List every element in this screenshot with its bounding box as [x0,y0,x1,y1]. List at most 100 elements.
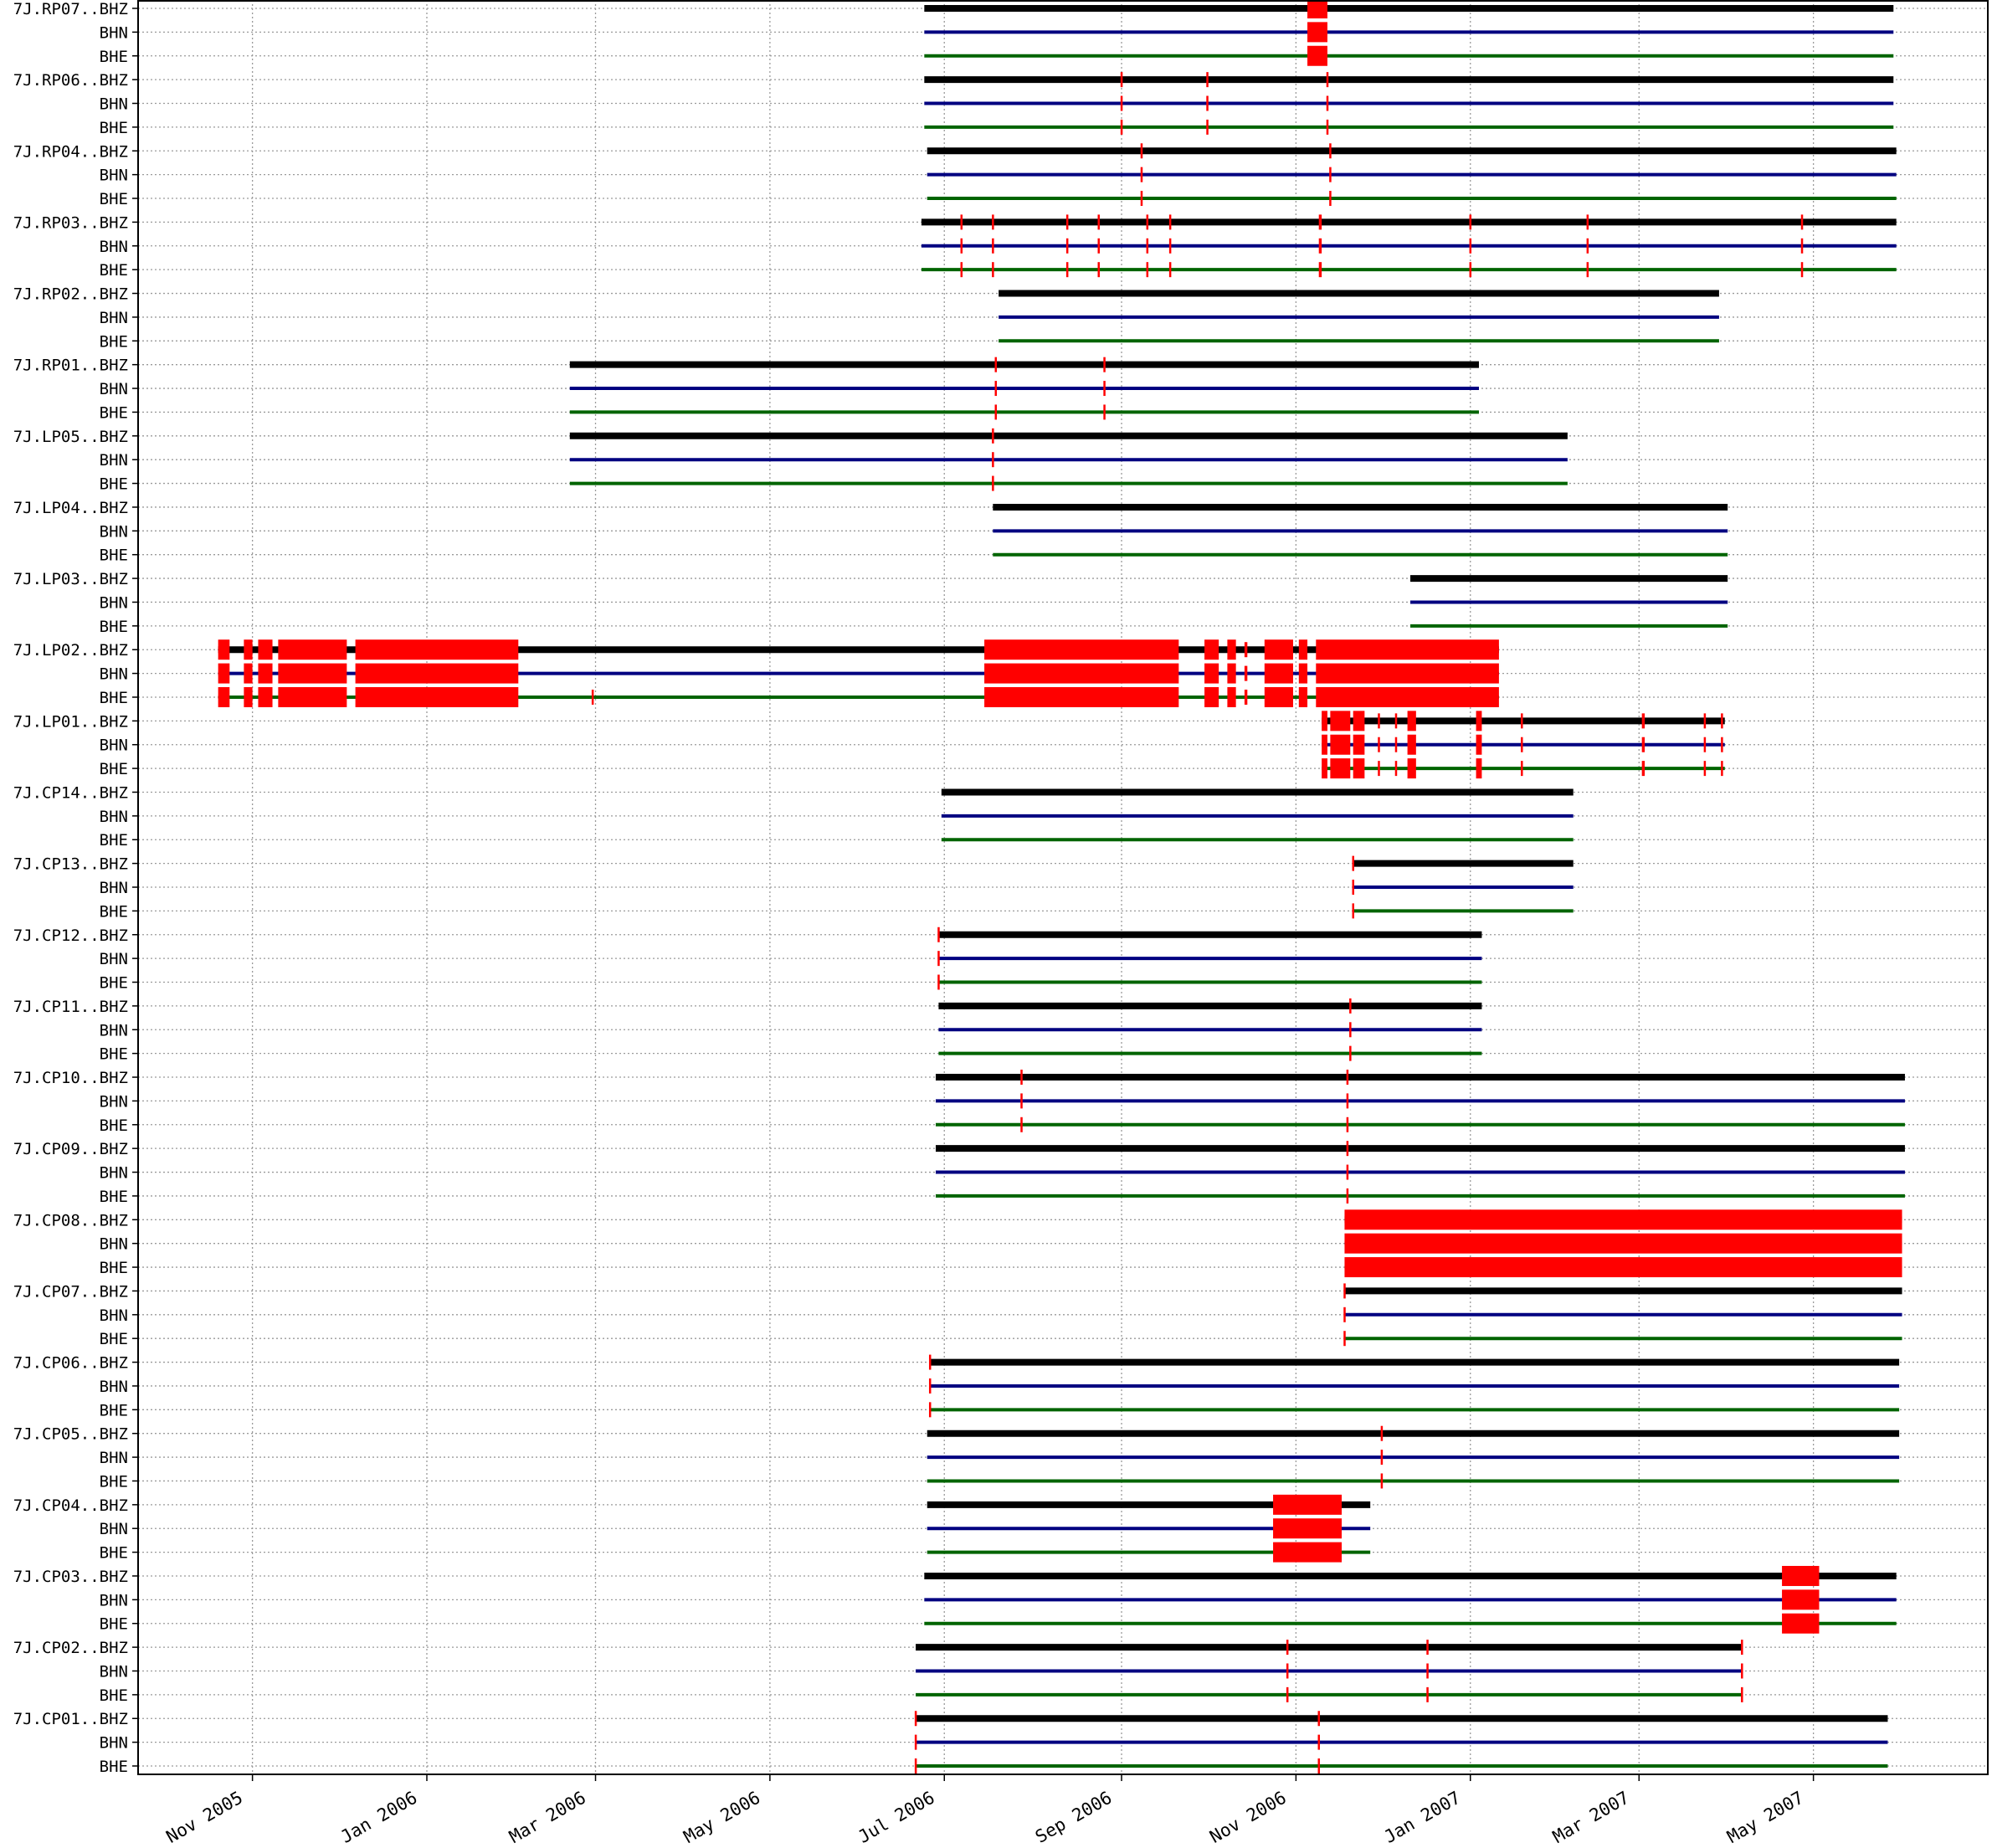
gap-marker [258,663,273,684]
gap-marker [1318,214,1322,230]
gap-marker [1703,761,1707,777]
row-label: BHE [100,1544,128,1563]
gap-marker [1206,72,1209,88]
row-label: BHE [100,831,128,850]
gap-marker [1352,855,1355,871]
gap-marker [1317,1734,1321,1750]
row-label: BHE [100,1259,128,1277]
gap-marker [1286,1686,1289,1702]
row-label: BHN [100,593,128,612]
gap-marker [992,262,994,278]
row-label: BHN [100,950,128,968]
gap-marker [1346,1070,1349,1086]
row-label: 7J.CP10..BHZ [13,1069,128,1087]
row-label: BHE [100,190,128,208]
row-label: 7J.CP02..BHZ [13,1639,128,1657]
gap-marker [1703,737,1707,752]
row-label: BHE [100,1472,128,1491]
x-tick-label: Sep 2006 [1032,1788,1116,1845]
row-label: BHE [100,1615,128,1634]
gap-marker [1286,1640,1289,1656]
row-label: 7J.CP06..BHZ [13,1354,128,1373]
row-label: BHE [100,475,128,494]
row-label: BHE [100,119,128,137]
row-label: 7J.RP01..BHZ [13,357,128,375]
row-label: 7J.CP07..BHZ [13,1282,128,1301]
gap-marker [218,663,230,684]
row-label: BHN [100,380,128,398]
row-label: 7J.CP08..BHZ [13,1211,128,1229]
gap-marker [928,1402,932,1418]
x-tick-label: Nov 2005 [163,1788,247,1845]
gap-marker [1721,713,1723,729]
gap-marker [244,686,253,707]
gap-marker [1140,191,1143,207]
row-label: 7J.RP06..BHZ [13,71,128,90]
gap-marker [992,214,994,230]
row-label: BHN [100,522,128,541]
gap-marker [1521,713,1523,729]
row-label: BHE [100,261,128,280]
label-layer: Nov 2005 Jan 2006 Mar 2006 May 2006 Jul 2006… [13,0,1815,1847]
gap-marker [994,404,998,420]
gap-marker [1703,713,1707,729]
row-label: 7J.LP04..BHZ [13,499,128,517]
gap-marker [1329,191,1332,207]
gap-marker [928,1354,932,1370]
gap-marker [1204,639,1219,660]
gap-marker [1204,686,1219,707]
gap-marker [355,663,519,684]
row-label: BHN [100,1378,128,1396]
row-label: BHN [100,1235,128,1254]
gap-marker [1469,238,1472,254]
row-label: BHE [100,1330,128,1348]
gap-marker [984,663,1179,684]
row-label: BHE [100,1686,128,1705]
row-label: BHE [100,1188,128,1206]
gap-marker [1318,262,1322,278]
gap-marker [1244,642,1248,658]
row-label: BHN [100,1449,128,1467]
gap-marker [937,951,940,967]
row-label: 7J.CP12..BHZ [13,927,128,945]
gap-marker [1097,262,1100,278]
gap-marker [1521,737,1523,752]
gap-marker [992,452,994,468]
gap-marker [1641,761,1645,777]
row-label: BHN [100,1734,128,1753]
gap-marker [1741,1686,1743,1702]
gap-marker [1800,214,1804,230]
gap-marker [1782,1589,1820,1610]
gap-marker [914,1711,917,1727]
gap-marker [244,663,253,684]
gap-marker [1307,22,1327,43]
gap-layer [218,0,1902,1774]
row-label: 7J.CP11..BHZ [13,998,128,1016]
row-label: BHN [100,737,128,755]
gap-marker [1326,95,1329,111]
gap-marker [1346,1116,1349,1132]
gap-marker [960,238,963,254]
gap-marker [1344,1209,1902,1230]
gap-marker [258,686,273,707]
gap-marker [1426,1686,1429,1702]
row-label: BHN [100,1306,128,1325]
gap-marker [1344,1257,1902,1278]
gap-marker [1273,1518,1343,1539]
grid-layer [138,0,1988,1774]
row-label: BHN [100,309,128,327]
gap-marker [1349,1045,1352,1061]
gap-marker [1349,1022,1352,1038]
row-label: BHN [100,1662,128,1681]
data-layer [218,5,1905,1768]
gap-marker [1353,734,1365,755]
row-label: BHN [100,23,128,42]
gap-marker [1476,758,1482,779]
row-label: 7J.CP05..BHZ [13,1425,128,1444]
gap-marker [1330,734,1351,755]
gap-marker [1641,737,1645,752]
gap-marker [1721,737,1723,752]
gap-marker [992,475,994,491]
gap-marker [1244,665,1248,681]
